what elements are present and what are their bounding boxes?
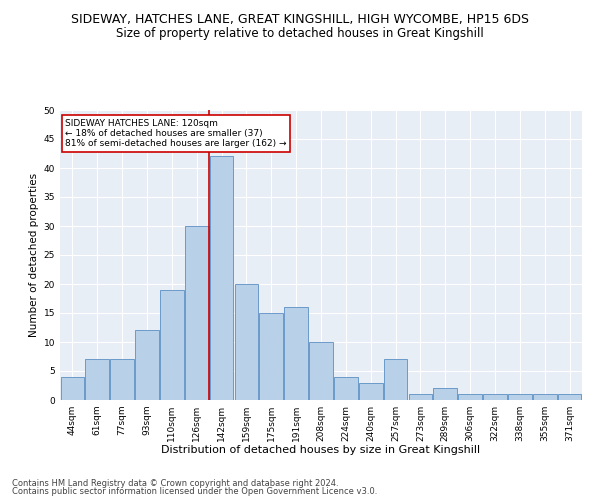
Bar (384, 360, 407, 400)
Text: SIDEWAY HATCHES LANE: 120sqm
← 18% of detached houses are smaller (37)
81% of se: SIDEWAY HATCHES LANE: 120sqm ← 18% of de… (65, 118, 287, 148)
X-axis label: Distribution of detached houses by size in Great Kingshill: Distribution of detached houses by size … (161, 446, 481, 456)
Bar (334, 377, 358, 400)
Bar (533, 394, 557, 400)
Bar (160, 290, 184, 400)
Bar (135, 330, 159, 400)
Bar (433, 388, 457, 400)
Bar (309, 342, 333, 400)
Bar (110, 360, 134, 400)
Bar (359, 382, 383, 400)
Bar (185, 226, 209, 400)
Bar (210, 156, 233, 400)
Y-axis label: Number of detached properties: Number of detached properties (29, 173, 40, 337)
Bar (409, 394, 432, 400)
Bar (483, 394, 507, 400)
Text: Contains public sector information licensed under the Open Government Licence v3: Contains public sector information licen… (12, 487, 377, 496)
Bar (61, 377, 84, 400)
Bar (284, 307, 308, 400)
Bar (458, 394, 482, 400)
Text: Size of property relative to detached houses in Great Kingshill: Size of property relative to detached ho… (116, 28, 484, 40)
Bar (558, 394, 581, 400)
Bar (85, 360, 109, 400)
Bar (508, 394, 532, 400)
Text: Contains HM Land Registry data © Crown copyright and database right 2024.: Contains HM Land Registry data © Crown c… (12, 478, 338, 488)
Bar (235, 284, 258, 400)
Text: SIDEWAY, HATCHES LANE, GREAT KINGSHILL, HIGH WYCOMBE, HP15 6DS: SIDEWAY, HATCHES LANE, GREAT KINGSHILL, … (71, 12, 529, 26)
Bar (259, 313, 283, 400)
